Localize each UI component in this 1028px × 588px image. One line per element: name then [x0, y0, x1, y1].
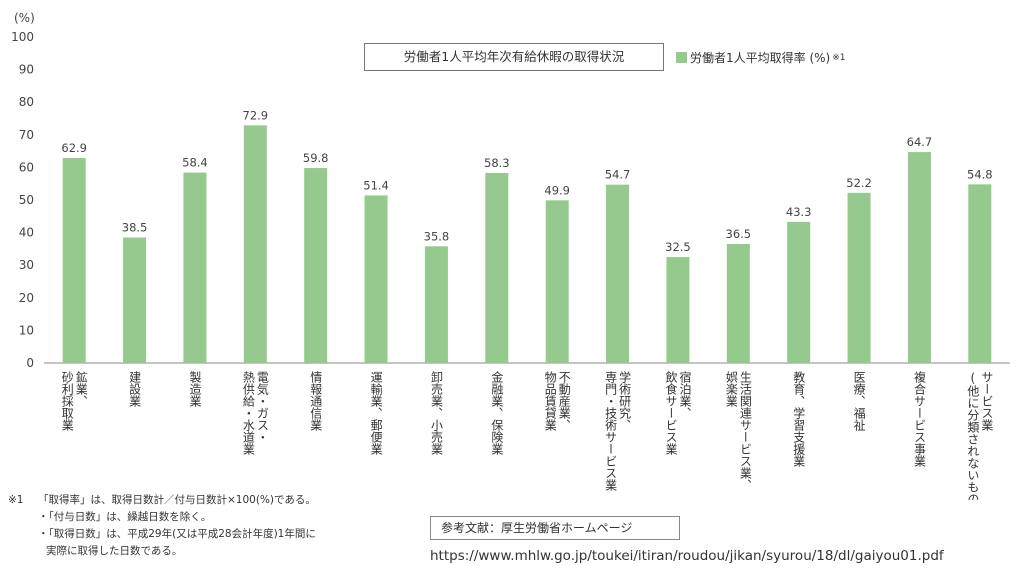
- bar: [364, 195, 388, 363]
- bar: [907, 152, 931, 363]
- bar: [485, 172, 509, 363]
- bar-chart: (%) 0 10 20 30 40 50 60 70 80 90 100 62.9 38.5 58.4 7…: [11, 11, 1010, 500]
- y-tick-label: 50: [19, 193, 34, 207]
- y-tick-label: 0: [26, 356, 34, 370]
- category-label: 物品賃貸業: [543, 371, 557, 431]
- category-label: 情報通信業: [309, 371, 323, 431]
- bars-group: [62, 125, 992, 363]
- category-label: 卸売業、小売業: [429, 370, 443, 455]
- category-label: 製造業: [188, 371, 202, 407]
- bar: [183, 172, 207, 363]
- bar: [606, 184, 630, 363]
- y-tick-label: 30: [19, 258, 34, 272]
- bar-value-label: 72.9: [243, 108, 269, 122]
- bar: [243, 125, 267, 363]
- bar: [847, 192, 871, 363]
- category-label: 熱供給・水道業: [241, 371, 255, 455]
- category-label: 不動産業、: [557, 371, 571, 431]
- y-tick-label: 10: [19, 323, 34, 337]
- bar: [304, 168, 328, 363]
- y-unit-label: (%): [14, 11, 35, 25]
- bar-value-label: 35.8: [424, 229, 450, 243]
- footnote-line-3: ・「取得日数」は、平成29年(又は平成28会計年度)1年間に: [38, 528, 316, 540]
- category-label: 専門・技術サービス業: [604, 371, 618, 491]
- bar-value-label: 54.8: [967, 167, 993, 181]
- legend: 労働者1人平均取得率 (%) ※1: [676, 49, 846, 66]
- y-tick-label: 100: [11, 30, 34, 44]
- category-label: 砂利採取業: [60, 371, 74, 431]
- bar-value-label: 32.5: [665, 240, 691, 254]
- bar: [666, 257, 690, 363]
- category-label: 建設業: [128, 371, 142, 407]
- bar: [123, 237, 147, 363]
- category-label: 複合サービス事業: [912, 370, 926, 467]
- category-label: 運輸業、郵便業: [369, 371, 383, 455]
- footnote-line-2: ・「付与日数」は、繰越日数を除く。: [38, 511, 212, 523]
- bar: [968, 184, 992, 363]
- value-labels-group: 62.9 38.5 58.4 72.9 59.8 51.4 35.8 58.3 49.9 54.7…: [61, 108, 992, 254]
- category-label: サービス業: [980, 371, 994, 431]
- category-labels-group: 鉱業、砂利採取業 建設業 製造業 電気・ガス・熱供給・水道業 情報通信業 運輸業、郵便業 卸…: [60, 370, 994, 500]
- bar-value-label: 38.5: [122, 220, 148, 234]
- bar-value-label: 36.5: [726, 227, 752, 241]
- bar-value-label: 64.7: [907, 135, 933, 149]
- category-label: 金融業、保険業: [490, 370, 504, 455]
- bar: [62, 157, 86, 363]
- bar: [545, 200, 569, 363]
- y-tick-label: 20: [19, 291, 34, 305]
- y-tick-label: 70: [19, 128, 34, 142]
- y-tick-label: 90: [19, 63, 34, 77]
- y-axis: 0 10 20 30 40 50 60 70 80 90 100: [11, 30, 1010, 370]
- legend-note-mark: ※1: [832, 52, 846, 63]
- bar-value-label: 54.7: [605, 168, 631, 182]
- bar-value-label: 43.3: [786, 205, 812, 219]
- y-tick-label: 60: [19, 160, 34, 174]
- bar-value-label: 58.4: [182, 156, 208, 170]
- legend-label: 労働者1人平均取得率 (%): [690, 51, 831, 65]
- category-label: 娯楽業: [724, 371, 738, 407]
- bar-value-label: 51.4: [363, 178, 389, 192]
- category-label: 医療、福祉: [852, 371, 866, 432]
- bar: [787, 221, 811, 363]
- legend-swatch: [676, 52, 687, 63]
- category-label: (他に分類されないもの): [966, 371, 980, 500]
- bar: [424, 246, 448, 363]
- reference-url[interactable]: https://www.mhlw.go.jp/toukei/itiran/rou…: [430, 548, 944, 564]
- footnote-line-1: 「取得率」は、取得日数計／付与日数計×100(%)である。: [38, 494, 316, 506]
- category-label: 飲食サービス業: [664, 370, 678, 455]
- y-tick-label: 80: [19, 95, 34, 109]
- category-label: 鉱業、: [74, 370, 88, 407]
- category-label: 電気・ガス・: [255, 371, 269, 443]
- footnote-mark: ※1: [8, 494, 24, 506]
- footnote-line-4: 実際に取得した日数である。: [46, 545, 183, 557]
- reference-label: 参考文献：厚生労働省ホームページ: [430, 516, 680, 540]
- footnotes: ※1 「取得率」は、取得日数計／付与日数計×100(%)である。 ・「付与日数」…: [8, 492, 316, 560]
- category-label: 宿泊業、: [678, 370, 692, 419]
- bar-value-label: 52.2: [846, 176, 872, 190]
- bar: [726, 244, 750, 363]
- bar-value-label: 62.9: [61, 141, 87, 155]
- chart-title: 労働者1人平均年次有給休暇の取得状況: [364, 43, 664, 71]
- bar-value-label: 59.8: [303, 151, 329, 165]
- category-label: 学術研究、: [618, 370, 632, 431]
- y-tick-label: 40: [19, 226, 34, 240]
- category-label: 生活関連サービス業、: [738, 371, 752, 491]
- category-label: 教育、学習支援業: [792, 370, 806, 467]
- bar-value-label: 49.9: [544, 183, 570, 197]
- bar-value-label: 58.3: [484, 156, 510, 170]
